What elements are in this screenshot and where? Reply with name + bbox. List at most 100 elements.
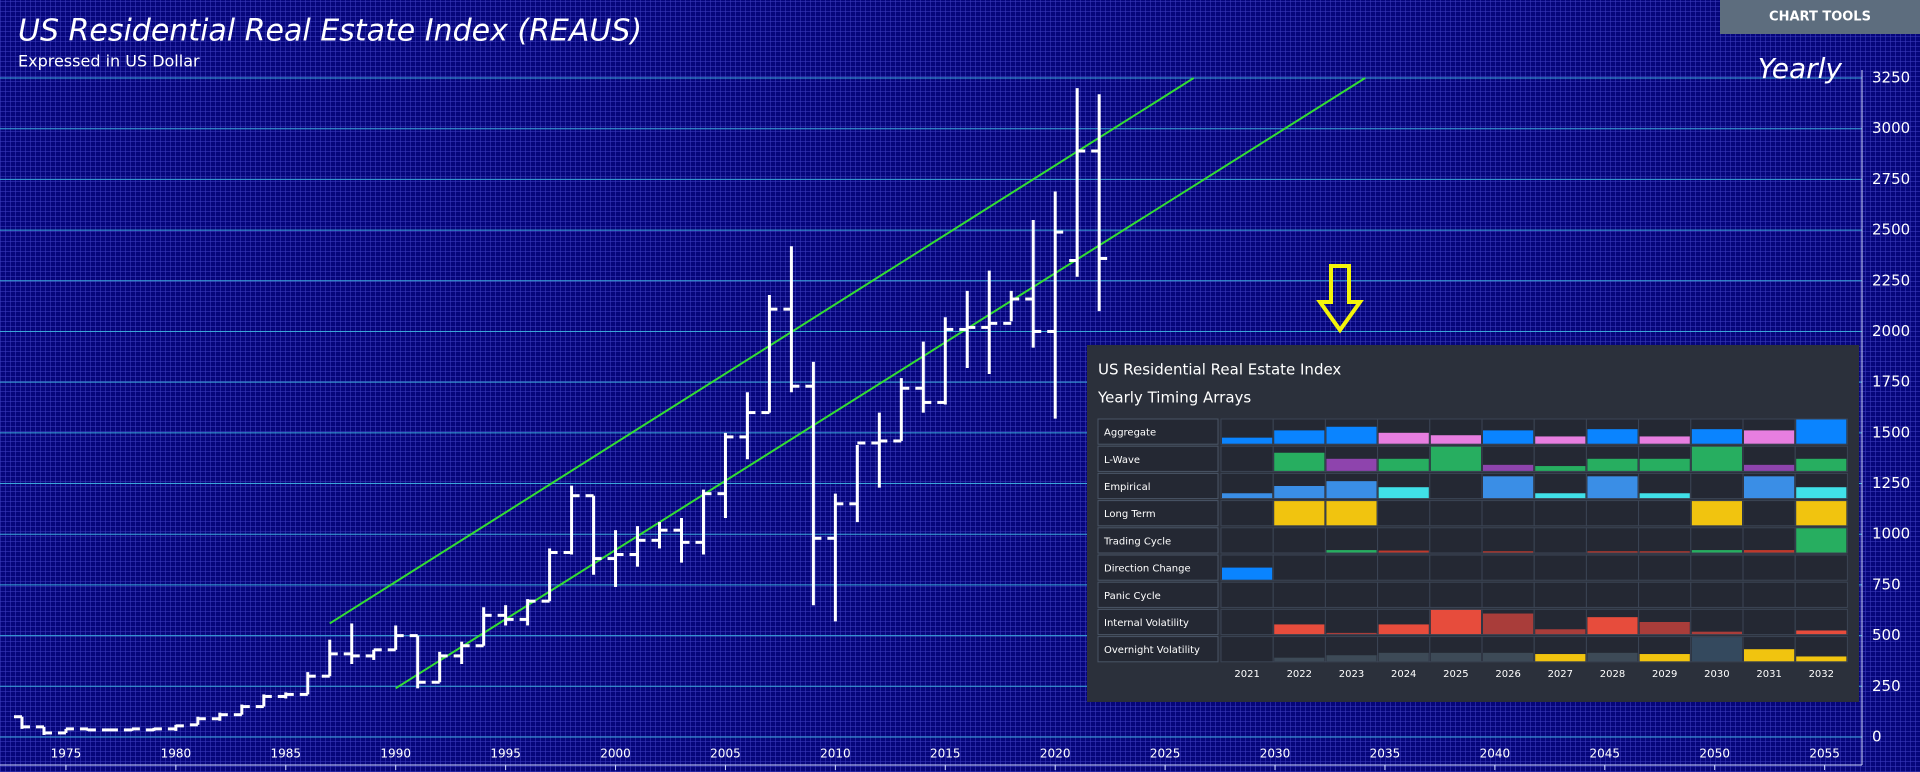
timing-cell [1533, 500, 1587, 527]
timing-bar [1483, 476, 1534, 499]
timing-cell [1690, 608, 1744, 636]
trend-line [329, 77, 1195, 625]
timing-cell [1272, 581, 1326, 608]
timing-cell [1742, 527, 1796, 554]
timing-bar [1796, 630, 1847, 635]
timing-cell [1481, 581, 1535, 608]
year-label: 2022 [1287, 669, 1312, 680]
row-label-cell [1097, 500, 1219, 527]
year-label: 2029 [1652, 669, 1677, 680]
y-tick-label: 2500 [1872, 221, 1910, 239]
row-label: Empirical [1104, 482, 1150, 493]
timing-bar [1222, 493, 1273, 499]
timing-bar [1378, 458, 1429, 471]
timing-bar [1796, 528, 1847, 553]
timing-cell [1794, 608, 1848, 636]
timing-bar [1430, 609, 1481, 635]
timing-cell [1324, 581, 1379, 608]
timing-cell [1272, 554, 1326, 581]
timing-cell [1690, 581, 1744, 608]
timing-bar [1274, 501, 1325, 526]
timing-bar [1430, 435, 1481, 444]
row-label: Direction Change [1104, 564, 1191, 575]
timing-bar [1744, 649, 1795, 662]
timing-cell [1220, 527, 1274, 554]
row-label-cell [1097, 445, 1219, 472]
timing-bar [1535, 466, 1586, 471]
year-label: 2032 [1809, 669, 1834, 680]
row-label: Internal Volatility [1104, 618, 1189, 629]
timing-bar [1691, 550, 1742, 553]
timing-bar [1639, 622, 1690, 635]
timing-cell [1533, 527, 1587, 554]
timing-cell [1429, 472, 1483, 500]
timing-bar [1796, 501, 1847, 526]
timing-bar [1744, 464, 1795, 471]
timing-cell [1481, 554, 1535, 581]
timing-cell [1794, 554, 1848, 581]
timing-cell [1481, 500, 1535, 527]
timing-cell [1690, 527, 1744, 554]
timing-cell [1585, 500, 1640, 527]
row-label-cell [1097, 636, 1219, 663]
y-tick-label: 250 [1872, 677, 1901, 695]
timing-bar [1326, 458, 1377, 471]
timing-bar [1326, 426, 1377, 444]
timing-cell [1742, 581, 1796, 608]
timing-bar [1639, 551, 1690, 553]
chart-tools-button[interactable] [1720, 0, 1920, 34]
timing-bar [1796, 458, 1847, 471]
year-label: 2024 [1391, 669, 1416, 680]
pointer-arrow [1316, 264, 1364, 334]
y-tick-label: 2750 [1872, 170, 1910, 188]
timing-cell [1220, 608, 1274, 636]
timing-bar [1274, 624, 1325, 635]
row-label: Long Term [1104, 509, 1156, 520]
timing-bar [1535, 436, 1586, 444]
timing-cell [1585, 554, 1640, 581]
y-tick-label: 3250 [1872, 69, 1910, 87]
timing-panel: US Residential Real Estate Index Yearly … [1087, 345, 1859, 702]
timing-cell [1638, 527, 1692, 554]
timing-cell [1324, 527, 1379, 554]
timing-bar [1691, 446, 1742, 471]
timing-cell [1742, 608, 1796, 636]
timing-bar [1274, 486, 1325, 499]
timing-bar [1430, 446, 1481, 471]
timing-bar [1483, 464, 1534, 471]
timing-bar [1639, 493, 1690, 499]
timing-cell [1794, 581, 1848, 608]
y-tick-label: 2000 [1872, 322, 1910, 340]
year-label: 2021 [1234, 669, 1259, 680]
y-tick-label: 1000 [1872, 525, 1910, 543]
timing-cell [1377, 581, 1431, 608]
timing-cell [1742, 500, 1796, 527]
timing-bar [1691, 631, 1742, 635]
y-tick-label: 2250 [1872, 271, 1910, 289]
chart-tools-label[interactable]: CHART TOOLS [1769, 10, 1871, 25]
x-tick-label: 1990 [380, 747, 411, 761]
timing-bar [1326, 655, 1377, 662]
x-tick-label: 2050 [1699, 747, 1730, 761]
x-tick-label: 1995 [490, 747, 521, 761]
y-tick-label: 1500 [1872, 423, 1910, 441]
year-label: 2026 [1495, 669, 1520, 680]
timing-bar [1587, 429, 1638, 444]
timing-bar [1744, 476, 1795, 499]
timing-bar [1274, 452, 1325, 471]
row-label-cell [1097, 472, 1219, 500]
timing-cell [1377, 554, 1431, 581]
timing-bar [1378, 652, 1429, 662]
timing-bar [1326, 501, 1377, 526]
row-label: Trading Cycle [1103, 536, 1171, 547]
row-label: Overnight Volatility [1104, 645, 1200, 656]
y-tick-label: 0 [1872, 728, 1882, 746]
timing-bar [1378, 624, 1429, 635]
chart-title: US Residential Real Estate Index (REAUS) [18, 14, 642, 49]
timing-cell [1429, 581, 1483, 608]
timing-bar [1535, 629, 1586, 635]
x-tick-label: 2030 [1260, 747, 1291, 761]
timing-cell [1533, 554, 1587, 581]
timing-bar [1587, 617, 1638, 635]
row-label-cell [1097, 581, 1219, 608]
